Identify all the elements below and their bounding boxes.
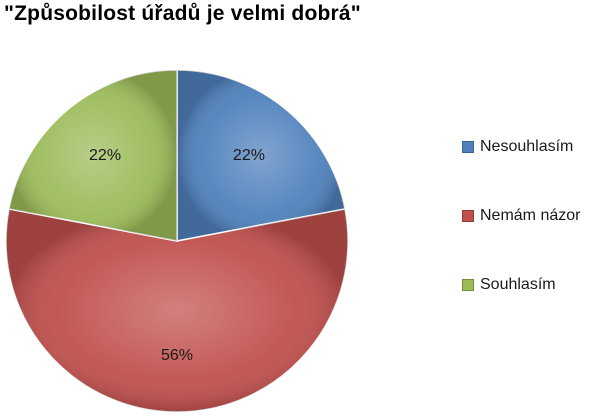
- legend-label-nesouhlasim: Nesouhlasím: [480, 138, 574, 155]
- data-label-souhlasim: 22%: [89, 147, 121, 164]
- legend-swatch-nesouhlasim: [462, 141, 474, 153]
- legend-item-souhlasim: Souhlasím: [462, 274, 580, 296]
- slice-nemam-nazor-shading: [5, 208, 349, 412]
- slice-nesouhlasim-shading: [177, 70, 345, 241]
- legend-swatch-souhlasim: [462, 279, 474, 291]
- data-label-nesouhlasim: 22%: [233, 147, 265, 164]
- legend: Nesouhlasím Nemám názor Souhlasím: [462, 136, 580, 343]
- legend-label-nemam-nazor: Nemám názor: [480, 207, 581, 224]
- legend-swatch-nemam-nazor: [462, 210, 474, 222]
- data-label-nemam-nazor: 56%: [161, 347, 193, 364]
- legend-item-nemam-nazor: Nemám názor: [462, 205, 580, 227]
- chart-title: "Způsobilost úřadů je velmi dobrá": [4, 2, 361, 25]
- slice-souhlasim-shading: [9, 70, 177, 241]
- legend-item-nesouhlasim: Nesouhlasím: [462, 136, 580, 158]
- legend-label-souhlasim: Souhlasím: [480, 276, 556, 293]
